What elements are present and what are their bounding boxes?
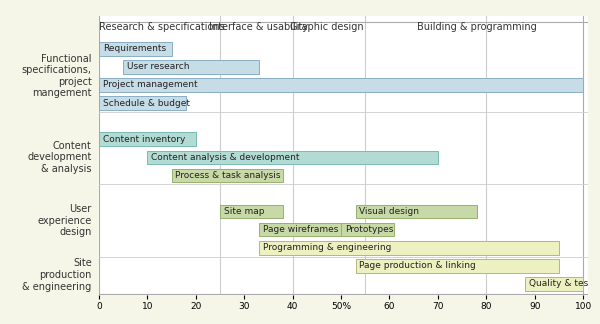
Text: Page wireframes: Page wireframes bbox=[263, 225, 338, 234]
FancyBboxPatch shape bbox=[525, 277, 583, 291]
Text: Requirements: Requirements bbox=[103, 44, 166, 53]
FancyBboxPatch shape bbox=[356, 205, 476, 218]
FancyBboxPatch shape bbox=[148, 151, 438, 164]
FancyBboxPatch shape bbox=[99, 96, 186, 110]
FancyBboxPatch shape bbox=[259, 223, 341, 237]
Text: Site
production
& engineering: Site production & engineering bbox=[22, 258, 92, 292]
Text: Content inventory: Content inventory bbox=[103, 135, 185, 144]
FancyBboxPatch shape bbox=[99, 133, 196, 146]
Text: Visual design: Visual design bbox=[359, 207, 419, 216]
Text: Research & specifications: Research & specifications bbox=[99, 22, 225, 32]
Text: User research: User research bbox=[127, 62, 190, 71]
Text: Programming & engineering: Programming & engineering bbox=[263, 243, 391, 252]
FancyBboxPatch shape bbox=[172, 168, 283, 182]
Text: Functional
specifications,
project
mangement: Functional specifications, project mange… bbox=[22, 53, 92, 98]
FancyBboxPatch shape bbox=[99, 42, 172, 55]
Text: Interface & usability: Interface & usability bbox=[209, 22, 308, 32]
Text: Content analysis & development: Content analysis & development bbox=[151, 153, 300, 162]
Text: Project management: Project management bbox=[103, 80, 197, 89]
Text: Prototypes: Prototypes bbox=[345, 225, 394, 234]
Text: Process & task analysis: Process & task analysis bbox=[175, 171, 281, 180]
FancyBboxPatch shape bbox=[123, 60, 259, 74]
Text: Building & programming: Building & programming bbox=[417, 22, 536, 32]
FancyBboxPatch shape bbox=[356, 259, 559, 273]
FancyBboxPatch shape bbox=[341, 223, 394, 237]
Text: Schedule & budget: Schedule & budget bbox=[103, 98, 190, 108]
FancyBboxPatch shape bbox=[99, 78, 583, 92]
FancyBboxPatch shape bbox=[220, 205, 283, 218]
FancyBboxPatch shape bbox=[259, 241, 559, 255]
Text: Content
development
& analysis: Content development & analysis bbox=[28, 141, 92, 174]
Text: Site map: Site map bbox=[224, 207, 265, 216]
Text: User
experience
design: User experience design bbox=[37, 204, 92, 237]
Text: Page production & linking: Page production & linking bbox=[359, 261, 476, 271]
Text: Quality & testing: Quality & testing bbox=[529, 280, 600, 288]
Text: Graphic design: Graphic design bbox=[290, 22, 364, 32]
